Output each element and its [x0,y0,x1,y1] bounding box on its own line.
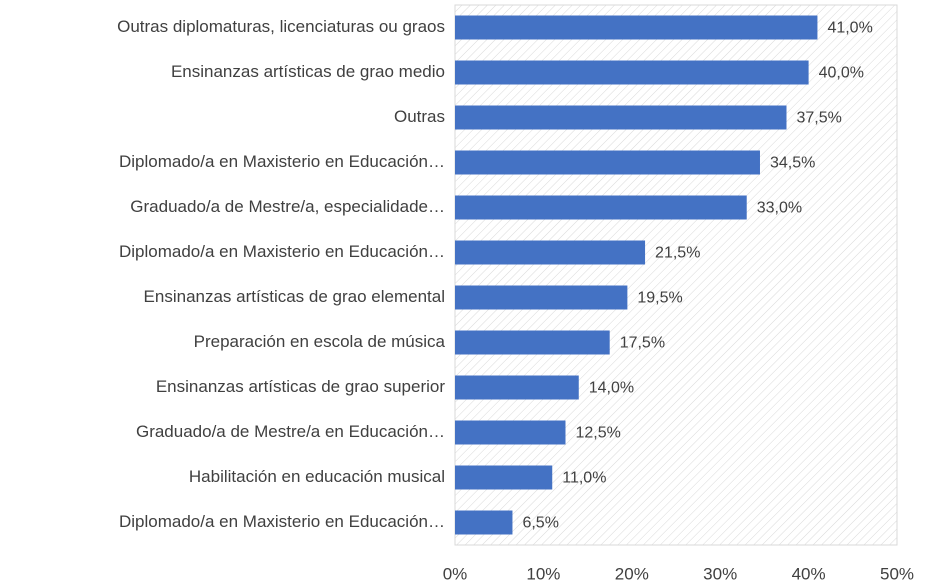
bar [455,15,818,40]
category-label: Outras [394,107,445,126]
category-label: Ensinanzas artísticas de grao elemental [144,287,445,306]
category-label: Habilitación en educación musical [189,467,445,486]
x-tick-label: 10% [526,564,560,583]
x-tick-label: 20% [615,564,649,583]
bar [455,330,610,355]
value-label: 34,5% [770,155,815,172]
value-label: 6,5% [522,515,558,532]
value-label: 12,5% [576,425,621,442]
value-label: 17,5% [620,335,665,352]
bar [455,465,553,490]
bar [455,240,646,265]
plot-area [454,4,898,546]
bar [455,510,513,535]
bar [455,150,760,175]
x-tick-label: 0% [443,564,468,583]
bar [455,285,628,310]
category-label: Outras diplomaturas, licenciaturas ou gr… [117,17,445,36]
category-label: Preparación en escola de música [194,332,446,351]
category-label: Graduado/a de Mestre/a en Educación… [136,422,445,441]
category-label: Ensinanzas artísticas de grao medio [171,62,445,81]
x-tick-label: 30% [703,564,737,583]
bar [455,420,566,445]
category-label: Diplomado/a en Maxisterio en Educación… [119,512,445,531]
category-label: Ensinanzas artísticas de grao superior [156,377,445,396]
category-label: Graduado/a de Mestre/a, especialidade… [130,197,445,216]
x-tick-label: 40% [792,564,826,583]
value-label: 37,5% [797,110,842,127]
value-label: 40,0% [819,65,864,82]
bar [455,105,787,130]
bar [455,60,809,85]
value-label: 19,5% [637,290,682,307]
value-label: 14,0% [589,380,634,397]
x-tick-label: 50% [880,564,914,583]
value-label: 21,5% [655,245,700,262]
value-label: 33,0% [757,200,802,217]
value-label: 11,0% [562,470,606,487]
value-label: 41,0% [827,20,872,37]
category-label: Diplomado/a en Maxisterio en Educación… [119,152,445,171]
bar [455,375,579,400]
category-label: Diplomado/a en Maxisterio en Educación… [119,242,445,261]
bar [455,195,747,220]
